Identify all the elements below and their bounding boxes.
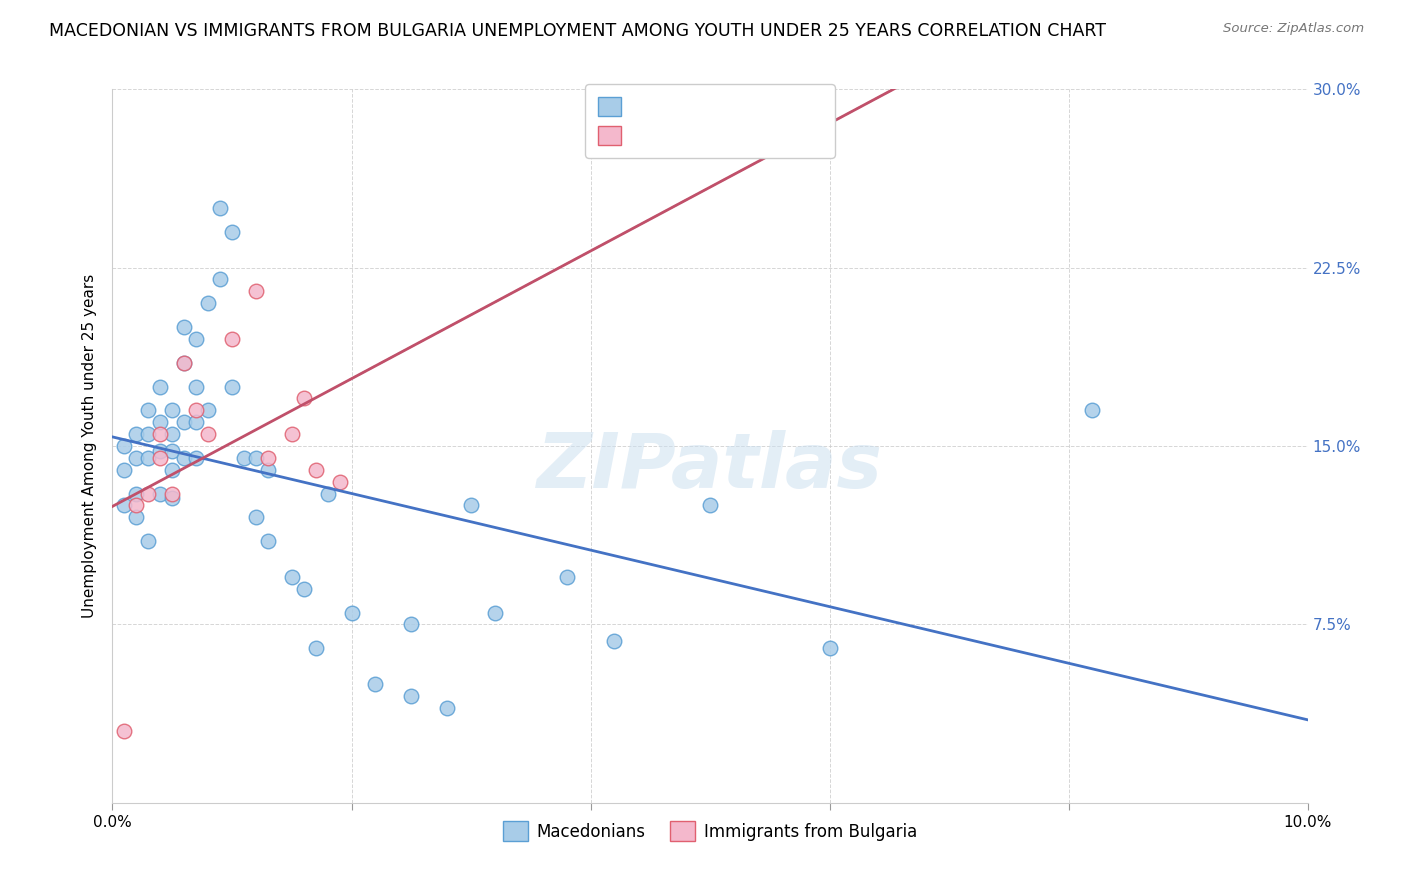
Point <box>257 463 280 477</box>
Point <box>329 475 352 489</box>
Point <box>162 443 183 458</box>
Point <box>138 403 160 417</box>
Point <box>818 641 841 656</box>
Point <box>257 534 280 549</box>
Text: R =: R = <box>596 96 636 114</box>
Point <box>233 450 256 465</box>
Point <box>245 510 267 524</box>
Legend: Macedonians, Immigrants from Bulgaria: Macedonians, Immigrants from Bulgaria <box>496 814 924 848</box>
Point <box>209 272 232 286</box>
Point <box>340 606 363 620</box>
Text: 0.350: 0.350 <box>630 128 688 145</box>
Point <box>221 379 243 393</box>
Point <box>197 403 219 417</box>
Point <box>149 427 172 442</box>
Point <box>186 332 208 346</box>
Point <box>603 634 626 648</box>
Point <box>114 724 135 739</box>
Point <box>436 700 458 714</box>
Point <box>401 689 423 703</box>
Point <box>186 379 208 393</box>
Point <box>292 392 315 406</box>
Text: Source: ZipAtlas.com: Source: ZipAtlas.com <box>1223 22 1364 36</box>
Point <box>186 450 208 465</box>
Point <box>186 415 208 429</box>
Point <box>162 403 183 417</box>
Point <box>173 356 195 370</box>
Point <box>149 379 172 393</box>
Point <box>257 450 280 465</box>
Point <box>138 486 160 500</box>
Text: 55: 55 <box>727 96 752 114</box>
Point <box>555 570 578 584</box>
Point <box>114 463 135 477</box>
Point <box>197 427 219 442</box>
Point <box>173 356 195 370</box>
Point <box>460 499 482 513</box>
Point <box>125 499 148 513</box>
Point <box>292 582 315 596</box>
Point <box>138 534 160 549</box>
Point <box>125 450 148 465</box>
Point <box>305 463 328 477</box>
Text: 0.134: 0.134 <box>630 96 688 114</box>
Point <box>149 415 172 429</box>
Point <box>114 439 135 453</box>
Point <box>125 510 148 524</box>
Point <box>114 499 135 513</box>
Point <box>138 450 160 465</box>
Point <box>305 641 328 656</box>
Point <box>484 606 506 620</box>
Point <box>162 491 183 506</box>
Point <box>125 486 148 500</box>
Point <box>186 403 208 417</box>
Point <box>245 285 267 299</box>
Point <box>245 450 267 465</box>
Point <box>221 225 243 239</box>
Text: MACEDONIAN VS IMMIGRANTS FROM BULGARIA UNEMPLOYMENT AMONG YOUTH UNDER 25 YEARS C: MACEDONIAN VS IMMIGRANTS FROM BULGARIA U… <box>49 22 1107 40</box>
Point <box>281 427 304 442</box>
Point <box>173 450 195 465</box>
Point <box>149 450 172 465</box>
Point <box>138 427 160 442</box>
Point <box>316 486 339 500</box>
Point <box>173 415 195 429</box>
Text: N =: N = <box>683 128 735 145</box>
Point <box>1081 403 1104 417</box>
Point <box>221 332 243 346</box>
Point <box>281 570 304 584</box>
Y-axis label: Unemployment Among Youth under 25 years: Unemployment Among Youth under 25 years <box>82 274 97 618</box>
Point <box>197 296 219 310</box>
Point <box>209 201 232 215</box>
Text: R =: R = <box>596 128 636 145</box>
Point <box>401 617 423 632</box>
Text: ZIPatlas: ZIPatlas <box>537 431 883 504</box>
Point <box>162 486 183 500</box>
Point <box>173 320 195 334</box>
Point <box>125 427 148 442</box>
Point <box>699 499 721 513</box>
Text: N =: N = <box>683 96 735 114</box>
Point <box>149 486 172 500</box>
Point <box>364 677 387 691</box>
Point <box>162 463 183 477</box>
Point <box>162 427 183 442</box>
Point <box>149 443 172 458</box>
Text: 16: 16 <box>727 128 752 145</box>
